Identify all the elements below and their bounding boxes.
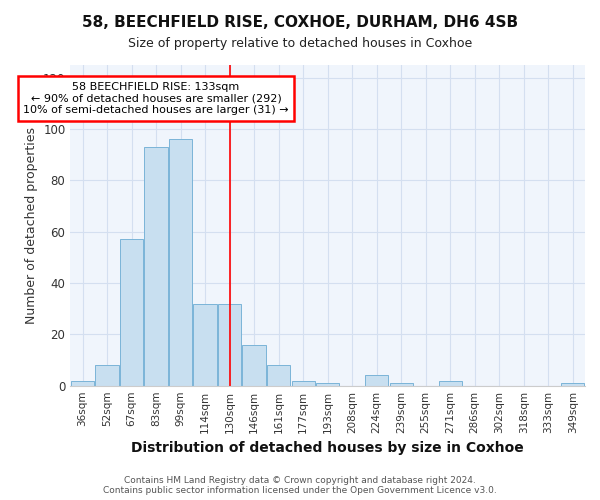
Bar (145, 147, 168, 386)
Bar (365, 376, 388, 386)
Text: Size of property relative to detached houses in Coxhoe: Size of property relative to detached ho… (128, 38, 472, 51)
Bar (218, 304, 241, 386)
Y-axis label: Number of detached properties: Number of detached properties (25, 127, 38, 324)
Bar (71, 380, 94, 386)
Bar (439, 380, 462, 386)
Text: 58, BEECHFIELD RISE, COXHOE, DURHAM, DH6 4SB: 58, BEECHFIELD RISE, COXHOE, DURHAM, DH6… (82, 15, 518, 30)
Bar (561, 383, 584, 386)
Bar (316, 383, 339, 386)
Text: 58 BEECHFIELD RISE: 133sqm
← 90% of detached houses are smaller (292)
10% of sem: 58 BEECHFIELD RISE: 133sqm ← 90% of deta… (23, 82, 289, 115)
Bar (242, 344, 266, 386)
Bar (267, 365, 290, 386)
Bar (193, 304, 217, 386)
Bar (95, 365, 119, 386)
Bar (169, 140, 192, 386)
X-axis label: Distribution of detached houses by size in Coxhoe: Distribution of detached houses by size … (131, 441, 524, 455)
Bar (120, 240, 143, 386)
Bar (389, 383, 413, 386)
Bar (292, 380, 315, 386)
Text: Contains HM Land Registry data © Crown copyright and database right 2024.
Contai: Contains HM Land Registry data © Crown c… (103, 476, 497, 495)
